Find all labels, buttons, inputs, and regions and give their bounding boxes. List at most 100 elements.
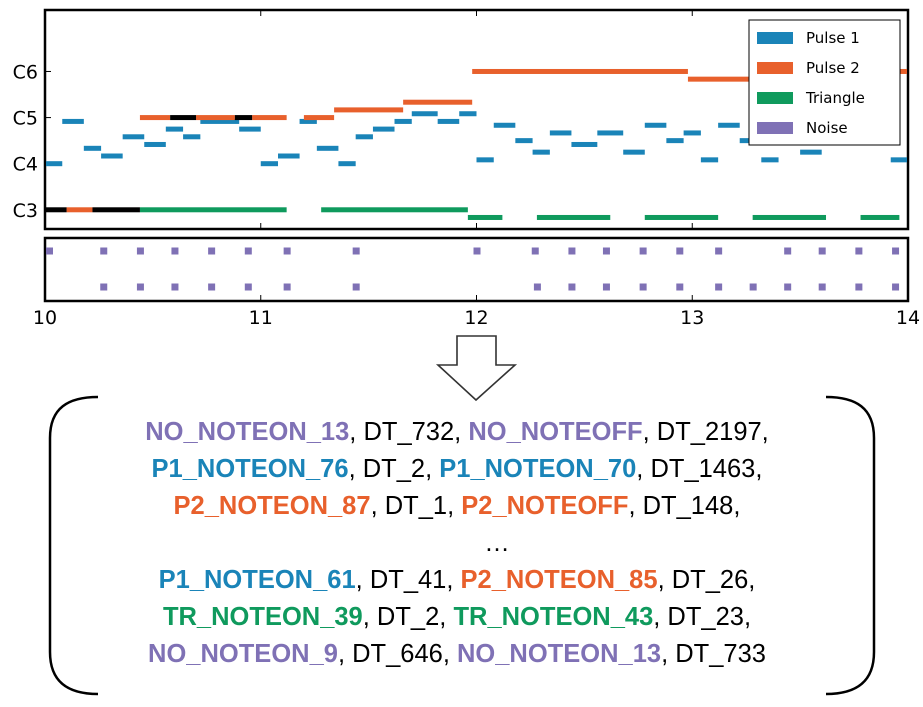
pulse1-note xyxy=(355,134,373,140)
pulse1-note xyxy=(183,134,201,140)
noise-hit xyxy=(244,283,252,291)
pulse2-note xyxy=(252,115,287,121)
token-delta: , DT_732, xyxy=(349,418,469,446)
noise-hit xyxy=(208,247,216,255)
token-pulse1: P1_NOTEON_61 xyxy=(158,566,356,594)
token-noise: NO_NOTEON_9 xyxy=(148,640,338,668)
token-pulse2: P2_NOTEOFF xyxy=(461,492,629,520)
legend: Pulse 1 Pulse 2 Triangle Noise xyxy=(748,19,901,146)
noise-hit xyxy=(715,283,723,291)
pulse1-note xyxy=(890,157,907,163)
noise-hit xyxy=(676,283,684,291)
pulse1-note xyxy=(532,149,550,155)
noise-hit xyxy=(208,283,216,291)
y-tick-label: C4 xyxy=(13,154,38,176)
pulse1-note xyxy=(122,134,145,140)
pulse1-note xyxy=(761,157,779,163)
triangle-note xyxy=(467,214,503,220)
pulse2-note xyxy=(196,115,235,121)
legend-label-triangle: Triangle xyxy=(805,89,865,107)
pulse1-note xyxy=(278,153,300,159)
pulse1-note xyxy=(493,122,516,128)
token-pulse1: P1_NOTEON_70 xyxy=(439,455,637,483)
down-arrow-icon xyxy=(435,335,518,402)
noise-hit xyxy=(749,283,757,291)
noise-hit xyxy=(892,247,900,255)
x-tick-label: 12 xyxy=(464,307,488,329)
pulse1-note xyxy=(437,118,460,124)
pulse1-note xyxy=(165,126,184,132)
token-delta: , DT_733 xyxy=(661,640,766,668)
x-tick-label: 11 xyxy=(249,307,273,329)
noise-hit xyxy=(784,247,792,255)
pulse1-note xyxy=(800,149,822,155)
pulse1-note xyxy=(260,161,279,167)
pulse2-note xyxy=(66,207,93,213)
triangle-note xyxy=(644,214,719,220)
noise-hit xyxy=(136,283,144,291)
noise-hit xyxy=(283,247,291,255)
noise-hit xyxy=(855,283,863,291)
noise-hit xyxy=(531,247,539,255)
triangle-note xyxy=(321,207,468,213)
noise-hit xyxy=(818,283,826,291)
triangle-note xyxy=(536,214,611,220)
noise-hit xyxy=(136,247,144,255)
pulse1-note xyxy=(62,118,84,124)
token-delta: , DT_148, xyxy=(628,492,741,520)
pulse2-note xyxy=(403,99,473,105)
pulse1-note xyxy=(459,111,477,117)
legend-swatch-pulse1 xyxy=(757,32,793,44)
noise-hit xyxy=(602,283,610,291)
legend-label-pulse2: Pulse 2 xyxy=(806,59,860,77)
token-delta: , DT_646, xyxy=(337,640,457,668)
x-tick-label: 14 xyxy=(896,307,920,329)
token-line: NO_NOTEON_9, DT_646, NO_NOTEON_13, DT_73… xyxy=(62,636,852,673)
legend-label-noise: Noise xyxy=(806,119,848,137)
pulse1-note xyxy=(597,130,624,136)
token-line: P1_NOTEON_76, DT_2, P1_NOTEON_70, DT_146… xyxy=(62,451,852,488)
pulse1-note xyxy=(316,145,339,151)
noise-hit xyxy=(602,247,610,255)
token-sequence: NO_NOTEON_13, DT_732, NO_NOTEOFF, DT_219… xyxy=(62,414,852,673)
noise-hit xyxy=(568,283,576,291)
token-line: NO_NOTEON_13, DT_732, NO_NOTEOFF, DT_219… xyxy=(62,414,852,451)
overlap-note xyxy=(170,115,197,121)
noise-hit xyxy=(533,283,541,291)
legend-label-pulse1: Pulse 1 xyxy=(806,29,860,47)
token-triangle: TR_NOTEON_43 xyxy=(453,603,654,631)
token-delta: , DT_1463, xyxy=(636,455,763,483)
pulse1-note xyxy=(476,157,494,163)
noise-hit xyxy=(100,283,108,291)
pulse1-note xyxy=(700,157,719,163)
pulse1-note xyxy=(411,111,438,117)
x-tick-label: 10 xyxy=(33,307,57,329)
noise-hit xyxy=(855,247,863,255)
pulse2-note xyxy=(303,115,335,121)
pulse1-note xyxy=(644,122,667,128)
pulse2-note xyxy=(687,76,805,82)
triangle-note xyxy=(860,214,900,220)
pulse1-note xyxy=(666,138,684,144)
pulse1-note xyxy=(549,130,572,136)
noise-hit xyxy=(892,283,900,291)
token-line: P2_NOTEON_87, DT_1, P2_NOTEOFF, DT_148, xyxy=(62,488,852,525)
token-delta: , DT_2, xyxy=(348,455,440,483)
triangle-note xyxy=(139,207,287,213)
noise-hit xyxy=(171,247,179,255)
legend-swatch-noise xyxy=(757,122,793,134)
pulse2-note xyxy=(139,115,171,121)
token-brace-left xyxy=(48,395,99,696)
token-pulse1: P1_NOTEON_76 xyxy=(151,455,349,483)
token-noise: NO_NOTEON_13 xyxy=(457,640,662,668)
noise-hit xyxy=(715,247,723,255)
noise-hit xyxy=(818,247,826,255)
token-delta: , DT_23, xyxy=(653,603,752,631)
noise-hit xyxy=(46,247,53,255)
pulse1-note xyxy=(515,138,533,144)
token-brace-right xyxy=(825,395,876,696)
pulse1-note xyxy=(101,153,123,159)
overlap-note xyxy=(46,207,67,213)
noise-frame xyxy=(43,236,910,303)
noise-hit xyxy=(568,247,576,255)
